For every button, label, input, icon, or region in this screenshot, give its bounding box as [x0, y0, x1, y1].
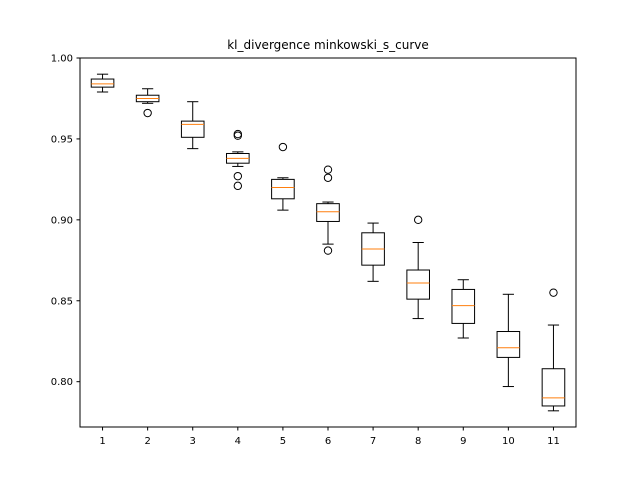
x-tick-label: 6 [325, 436, 331, 447]
flier-point [323, 165, 333, 174]
box [541, 368, 566, 407]
x-tick-label: 10 [502, 436, 515, 447]
flier-point [278, 142, 288, 152]
box-group-3 [180, 101, 205, 150]
box-group-11 [541, 288, 566, 412]
box [451, 288, 476, 324]
flier-point [413, 215, 423, 225]
box [496, 331, 521, 358]
box-group-5 [271, 142, 295, 211]
flier-point [323, 246, 333, 255]
x-tick-label: 11 [547, 436, 560, 447]
box [90, 78, 115, 88]
chart-title: kl_divergence minkowski_s_curve [227, 38, 429, 52]
y-tick-label: 1.00 [51, 54, 73, 65]
y-tick-label: 0.95 [51, 134, 73, 145]
x-tick-label: 2 [144, 436, 150, 447]
box [406, 269, 430, 300]
box-group-4 [226, 129, 250, 191]
box-group-8 [406, 215, 430, 320]
box [271, 178, 295, 200]
box [180, 120, 205, 138]
flier-point [143, 108, 152, 118]
flier-point [549, 288, 558, 297]
x-tick-label: 9 [460, 436, 466, 447]
x-tick-label: 5 [280, 436, 286, 447]
boxes-layer [90, 73, 566, 412]
x-tick-label: 8 [415, 436, 421, 447]
box [316, 203, 340, 222]
x-tick-label: 4 [235, 436, 241, 447]
y-tick-label: 0.90 [51, 215, 73, 226]
flier-point [233, 171, 243, 181]
box-group-1 [90, 73, 115, 93]
box-group-9 [451, 279, 476, 339]
box-group-7 [361, 222, 385, 282]
y-tick-label: 0.80 [51, 377, 73, 388]
x-tick-label: 3 [190, 436, 196, 447]
y-tick-label: 0.85 [51, 296, 73, 307]
x-tick-label: 1 [99, 436, 105, 447]
x-tick-label: 7 [370, 436, 376, 447]
flier-point [323, 173, 333, 182]
box-group-2 [135, 88, 160, 118]
flier-point [233, 181, 243, 191]
axes-layer: 0.80 0.85 0.90 0.95 1.00 1 2 3 4 5 6 7 8 9 10 11 [51, 54, 577, 447]
flier-point [233, 129, 243, 139]
box-group-6 [316, 165, 340, 255]
box-group-10 [496, 293, 521, 388]
